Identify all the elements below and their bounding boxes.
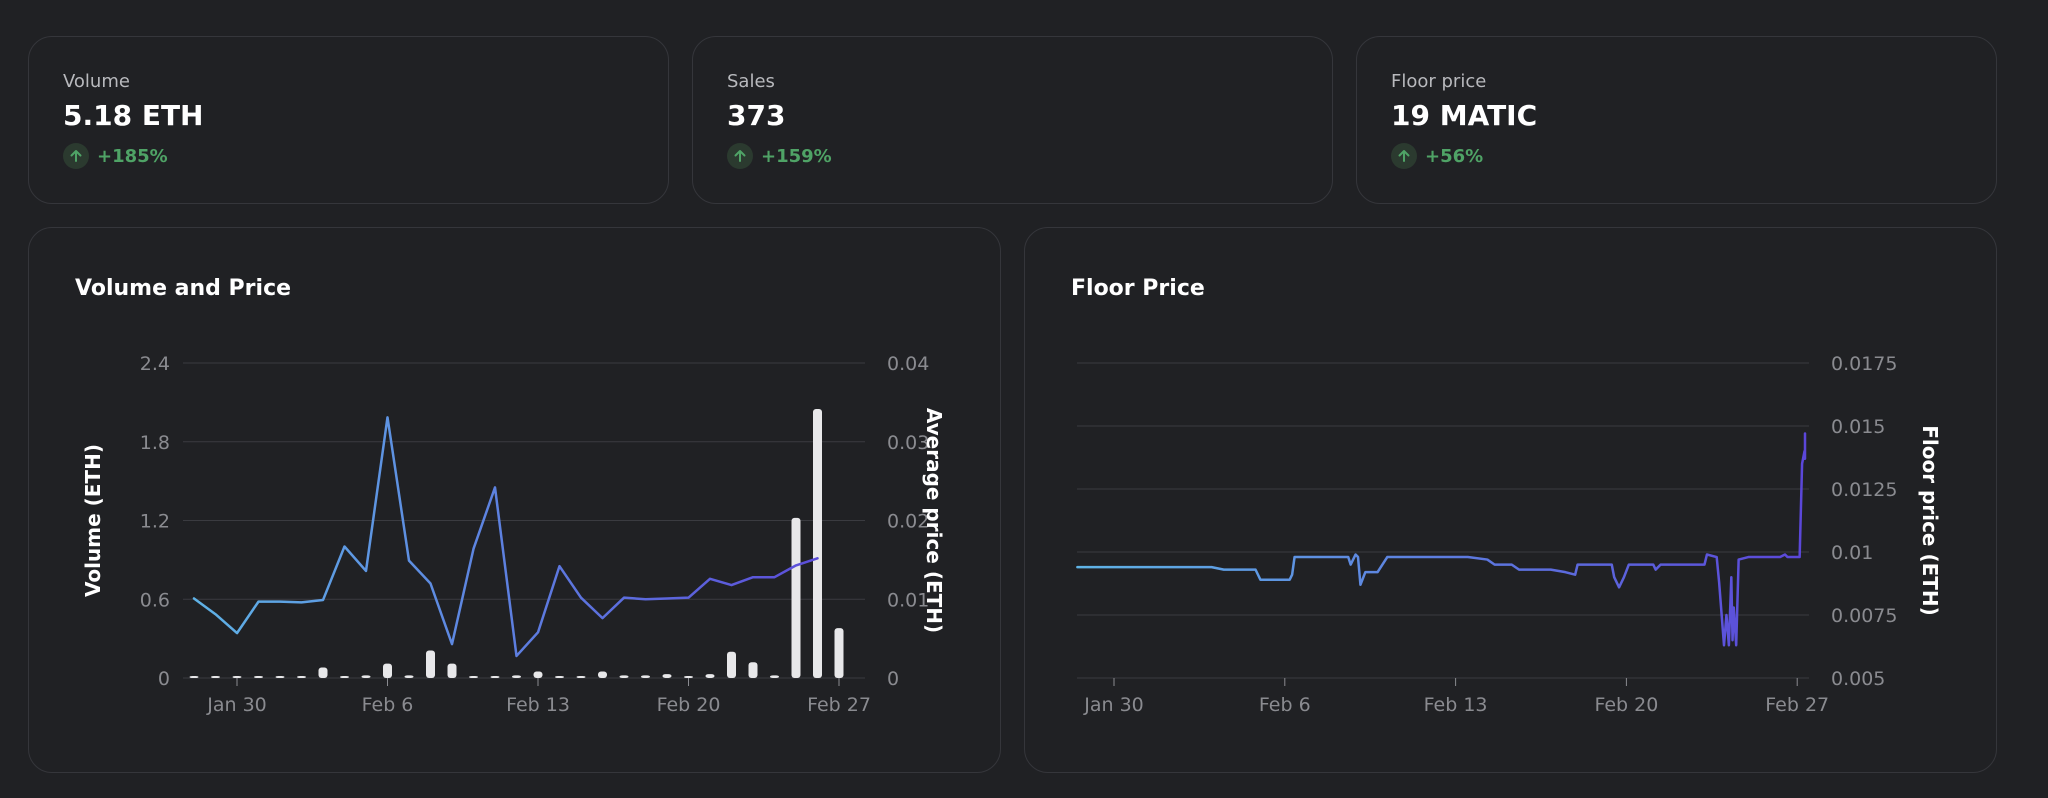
stat-label: Volume (63, 71, 130, 92)
volume-bar (619, 675, 629, 678)
stat-change-percent: +159% (761, 145, 832, 167)
x-tick-label: Feb 13 (506, 694, 570, 716)
volume-bar (662, 674, 672, 678)
volume-bar (576, 676, 586, 678)
volume-bar (232, 676, 242, 678)
volume-bar (254, 676, 263, 678)
y-axis-title: Floor price (ETH) (1918, 425, 1942, 616)
volume-bar (770, 675, 779, 678)
y2-tick-label: 0.01 (887, 589, 929, 611)
y-tick-label: 2.4 (140, 353, 170, 375)
x-tick-label: Feb 27 (1765, 694, 1829, 716)
volume-bar (748, 662, 758, 678)
stat-label: Floor price (1391, 71, 1487, 92)
volume-bar (684, 676, 693, 678)
volume-bar (189, 676, 199, 678)
x-tick-label: Feb 6 (1259, 694, 1311, 716)
stat-value: 373 (727, 99, 786, 132)
stat-card-floor-price: Floor price 19 MATIC +56% (1356, 36, 1997, 204)
y-tick-label: 1.2 (140, 511, 170, 533)
avg-price-line (192, 416, 819, 658)
volume-bar (533, 671, 543, 678)
volume-price-chart-card: Volume and Price 2.4 1.8 1.2 0.6 0 0.04 0.03 0.… (28, 227, 1001, 773)
stat-value: 5.18 ETH (63, 99, 204, 132)
arrow-up-icon (63, 143, 89, 169)
y2-tick-label: 0.04 (887, 353, 929, 375)
stat-change-percent: +185% (97, 145, 168, 167)
volume-bar (340, 676, 349, 678)
chart-title: Volume and Price (75, 276, 292, 301)
arrow-up-icon (727, 143, 753, 169)
volume-bar (447, 663, 457, 678)
volume-bar (641, 675, 650, 678)
volume-bar (813, 408, 822, 678)
y2-tick-label: 0 (887, 668, 899, 690)
volume-bar (834, 628, 844, 678)
volume-bar (383, 663, 392, 678)
volume-bar (791, 517, 801, 678)
y-axis-title: Volume (ETH) (81, 444, 105, 597)
stat-change: +159% (727, 143, 832, 169)
y2-axis-title: Average price (ETH) (922, 408, 946, 633)
y-tick-label: 0.005 (1831, 668, 1885, 690)
floor-price-line (1076, 432, 1807, 647)
y2-tick-label: 0.02 (887, 511, 929, 533)
volume-bar (705, 674, 715, 678)
x-tick-label: Feb 20 (657, 694, 721, 716)
x-tick-label: Jan 30 (206, 694, 267, 716)
volume-bar (275, 676, 285, 678)
y-tick-label: 0.6 (140, 589, 170, 611)
y-tick-label: 0.0075 (1831, 605, 1897, 627)
y-tick-label: 1.8 (140, 432, 170, 454)
x-tick-label: Feb 27 (807, 694, 871, 716)
volume-bar (555, 676, 564, 678)
x-tick-label: Feb 6 (362, 694, 414, 716)
x-tick-label: Jan 30 (1083, 694, 1144, 716)
volume-bar (490, 676, 500, 678)
stat-card-volume: Volume 5.18 ETH +185% (28, 36, 669, 204)
volume-bar (426, 650, 435, 678)
volume-bar (512, 675, 521, 678)
stat-change: +56% (1391, 143, 1483, 169)
stat-change: +185% (63, 143, 168, 169)
x-tick-label: Feb 20 (1594, 694, 1658, 716)
y2-tick-label: 0.03 (887, 432, 929, 454)
y-tick-label: 0.0175 (1831, 353, 1897, 375)
y-tick-label: 0.0125 (1831, 479, 1897, 501)
stat-label: Sales (727, 71, 775, 92)
y-tick-label: 0.01 (1831, 542, 1873, 564)
stat-change-percent: +56% (1425, 145, 1484, 167)
y-tick-label: 0.015 (1831, 416, 1885, 438)
stat-value: 19 MATIC (1391, 99, 1538, 132)
volume-price-chart: 2.4 1.8 1.2 0.6 0 0.04 0.03 0.02 0.01 0 Jan 30 Feb … (81, 353, 946, 716)
volume-bar (727, 651, 736, 678)
volume-bar (361, 675, 371, 678)
x-tick-label: Feb 13 (1424, 694, 1488, 716)
arrow-up-icon (1391, 143, 1417, 169)
volume-bar (598, 671, 607, 678)
volume-bar (469, 676, 478, 678)
floor-price-chart: 0.0175 0.015 0.0125 0.01 0.0075 0.005 Jan 30 Fe… (1076, 353, 1942, 716)
volume-bar (211, 676, 220, 678)
volume-bar (297, 676, 306, 678)
volume-bar (404, 675, 414, 678)
volume-bar (318, 667, 328, 678)
stat-card-sales: Sales 373 +159% (692, 36, 1333, 204)
chart-title: Floor Price (1071, 276, 1205, 301)
floor-price-chart-card: Floor Price 0.0175 0.015 0.0125 0.01 0.0075 0… (1024, 227, 1997, 773)
y-tick-label: 0 (158, 668, 170, 690)
